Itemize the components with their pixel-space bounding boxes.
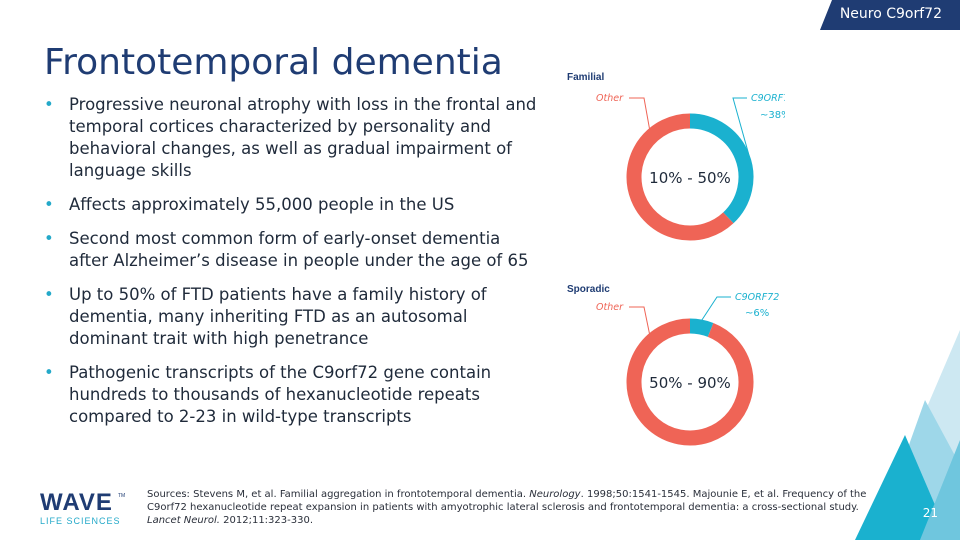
bullet-item: • Progressive neuronal atrophy with loss …	[44, 94, 539, 182]
bullet-item: • Second most common form of early-onset …	[44, 228, 539, 272]
source-text: 2012;11:323-330.	[219, 515, 314, 526]
chart-title: Sporadic	[567, 284, 610, 295]
slice-label: Other	[596, 93, 624, 104]
leader-line	[701, 296, 731, 321]
slice-label: C9ORF72	[751, 93, 785, 104]
bullet-text: Affects approximately 55,000 people in t…	[69, 195, 455, 214]
slice-value-label: ~6%	[745, 308, 769, 319]
page-number: 21	[922, 506, 938, 520]
source-journal: Neurology	[529, 489, 581, 500]
bullet-list: • Progressive neuronal atrophy with loss …	[44, 94, 539, 440]
donut-center-label: 10% - 50%	[649, 169, 731, 187]
svg-text:TM: TM	[118, 493, 125, 499]
bullet-marker: •	[44, 363, 54, 382]
bullet-marker: •	[44, 285, 54, 304]
slice-label: Other	[596, 302, 624, 313]
source-text: . 1998;50:1541-1545. Majounie E, et al. …	[147, 489, 867, 513]
leader-line	[629, 306, 650, 334]
donut-slice-other	[626, 113, 734, 241]
slice-value-label: ~38%	[760, 110, 785, 121]
bullet-text: Second most common form of early-onset d…	[69, 229, 529, 270]
bullet-text: Up to 50% of FTD patients have a family …	[69, 285, 487, 348]
donut-charts: Familial 10% - 50% C9ORF72 ~38% Other Sporadi…	[567, 72, 785, 446]
bullet-text: Pathogenic transcripts of the C9orf72 ge…	[69, 363, 492, 426]
chart-title: Familial	[567, 72, 604, 83]
bullet-item: • Affects approximately 55,000 people in …	[44, 194, 539, 216]
bullet-text: Progressive neuronal atrophy with loss i…	[69, 95, 537, 180]
bullet-marker: •	[44, 195, 54, 214]
leader-line	[732, 97, 750, 154]
donut-slice-c9orf72	[689, 318, 714, 338]
section-tag-shape	[820, 0, 960, 30]
bullet-item: • Up to 50% of FTD patients have a family…	[44, 284, 539, 350]
svg-text:WAVE: WAVE	[40, 489, 113, 516]
donut-slice-c9orf72	[689, 113, 754, 224]
donut-center-label: 50% - 90%	[649, 374, 731, 392]
source-journal: Lancet Neurol.	[147, 515, 220, 526]
section-tag: Neuro C9orf72	[820, 0, 960, 30]
slice-label: C9ORF72	[735, 292, 779, 303]
bullet-marker: •	[44, 95, 54, 114]
sources-text: Sources: Stevens M, et al. Familial aggr…	[147, 488, 867, 527]
corner-decoration	[855, 290, 960, 540]
source-text: Sources: Stevens M, et al. Familial aggr…	[147, 489, 530, 500]
leader-line	[629, 97, 650, 129]
wave-logo-mark: WAVE TM LIFE SCIENCES	[40, 489, 125, 526]
bullet-marker: •	[44, 229, 54, 248]
section-tag-label: Neuro C9orf72	[839, 6, 942, 22]
svg-text:LIFE SCIENCES: LIFE SCIENCES	[40, 516, 121, 526]
bullet-item: • Pathogenic transcripts of the C9orf72 g…	[44, 362, 539, 428]
wave-logo: WAVE TM LIFE SCIENCES	[38, 488, 128, 528]
donut-slice-other	[626, 318, 754, 446]
page-title: Frontotemporal dementia	[44, 42, 503, 83]
